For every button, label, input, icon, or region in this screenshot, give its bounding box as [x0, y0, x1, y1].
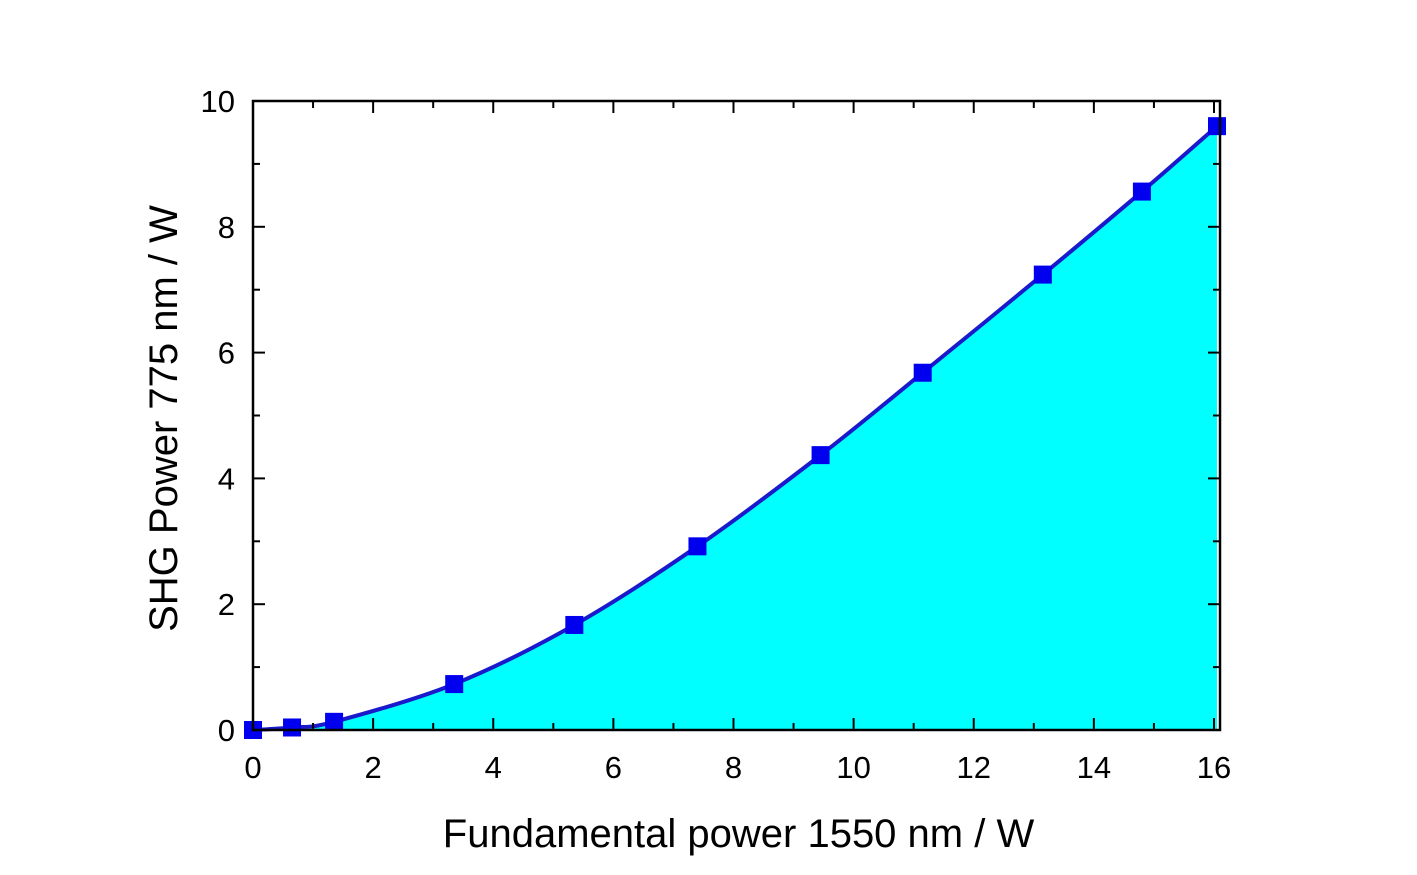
- axis-ticks: [252, 100, 1220, 731]
- x-tick-label-5: 10: [836, 750, 870, 785]
- data-point-6: [811, 446, 830, 465]
- data-point-7: [913, 363, 932, 382]
- data-point-10: [1207, 117, 1226, 136]
- x-tick-label-6: 12: [957, 750, 991, 785]
- data-point-8: [1033, 265, 1052, 284]
- data-point-3: [445, 675, 464, 694]
- y-tick-label-5: 10: [201, 84, 235, 119]
- y-tick-label-1: 2: [218, 587, 235, 622]
- tick-labels: 0 2 4 6 8 10 12 14 16 0 2 4 6 8 10: [201, 84, 1232, 785]
- x-axis-label: Fundamental power 1550 nm / W: [443, 812, 1035, 856]
- area-fill: [253, 126, 1217, 730]
- y-tick-label-3: 6: [218, 336, 235, 371]
- data-point-9: [1132, 182, 1151, 201]
- y-tick-label-2: 4: [218, 461, 235, 496]
- x-tick-label-7: 14: [1077, 750, 1111, 785]
- data-point-5: [688, 537, 707, 556]
- x-tick-label-0: 0: [244, 750, 261, 785]
- data-markers: [244, 117, 1226, 739]
- x-tick-label-4: 8: [725, 750, 742, 785]
- y-tick-label-0: 0: [218, 713, 235, 748]
- y-axis-label: SHG Power 775 nm / W: [142, 205, 186, 632]
- data-point-2: [325, 712, 344, 731]
- x-tick-label-3: 6: [605, 750, 622, 785]
- x-tick-label-2: 4: [485, 750, 502, 785]
- x-tick-label-8: 16: [1197, 750, 1231, 785]
- x-tick-label-1: 2: [364, 750, 381, 785]
- data-point-1: [283, 718, 302, 737]
- y-tick-label-4: 8: [218, 210, 235, 245]
- data-point-4: [565, 615, 584, 634]
